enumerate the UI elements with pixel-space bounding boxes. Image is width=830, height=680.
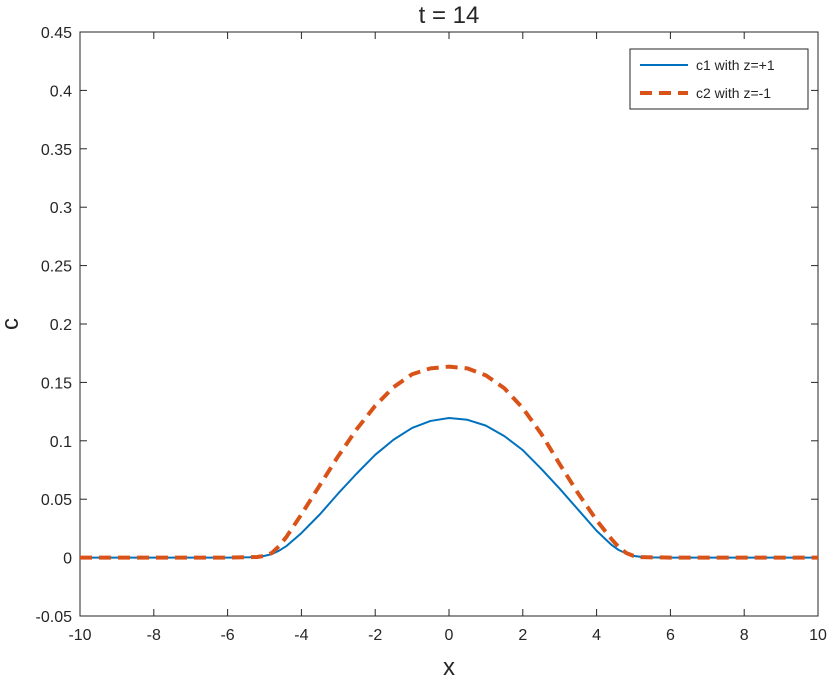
legend-label-2: c2 with z=-1 bbox=[696, 85, 771, 101]
y-tick-label: 0.2 bbox=[50, 317, 72, 334]
legend: c1 with z=+1 c2 with z=-1 bbox=[629, 48, 809, 110]
y-tick-label: 0.15 bbox=[41, 375, 72, 392]
x-tick-label: 10 bbox=[809, 627, 827, 644]
y-tick-label: 0.45 bbox=[41, 25, 72, 42]
y-tick-label: 0.35 bbox=[41, 142, 72, 159]
x-tick-label: 0 bbox=[445, 627, 454, 644]
y-tick-label: 0.05 bbox=[41, 492, 72, 509]
series-lines bbox=[80, 364, 818, 560]
chart-title: t = 14 bbox=[419, 2, 480, 29]
legend-label-1: c1 with z=+1 bbox=[696, 57, 775, 73]
x-tick-label: -2 bbox=[368, 627, 382, 644]
axis-ticks: -10 -8 -6 -4 -2 0 2 4 6 8 10 -0.05 0 0.05 0.1 0.15 0.2 0.… bbox=[36, 25, 827, 644]
x-tick-label: 6 bbox=[666, 627, 675, 644]
x-tick-label: 4 bbox=[592, 627, 601, 644]
x-tick-label: -4 bbox=[294, 627, 308, 644]
y-tick-label: 0.3 bbox=[50, 200, 72, 217]
plot-area bbox=[79, 31, 819, 617]
legend-box bbox=[629, 48, 809, 110]
y-tick-label: 0.1 bbox=[50, 434, 72, 451]
y-tick-label: 0 bbox=[63, 551, 72, 568]
x-tick-label: 8 bbox=[740, 627, 749, 644]
x-tick-label: -6 bbox=[220, 627, 234, 644]
y-tick-label: -0.05 bbox=[36, 609, 73, 626]
y-axis-title: c bbox=[0, 318, 24, 330]
x-tick-label: -10 bbox=[68, 627, 91, 644]
x-tick-label: 2 bbox=[518, 627, 527, 644]
y-tick-label: 0.4 bbox=[50, 83, 72, 100]
x-axis-title: x bbox=[443, 654, 455, 680]
x-tick-label: -8 bbox=[147, 627, 161, 644]
y-tick-label: 0.25 bbox=[41, 259, 72, 276]
series-line-2 bbox=[80, 364, 818, 560]
